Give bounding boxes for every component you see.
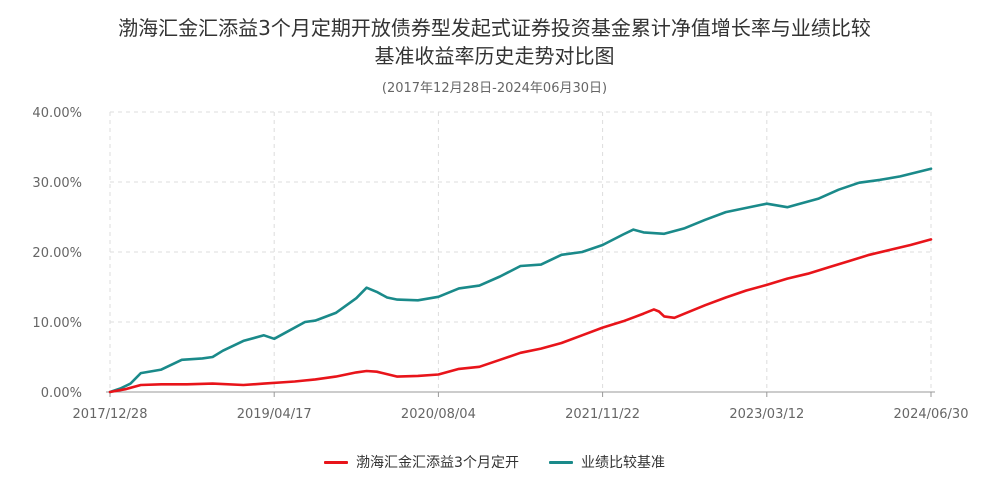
chart-subtitle: (2017年12月28日-2024年06月30日) bbox=[381, 81, 608, 96]
legend-swatch-fund bbox=[324, 460, 349, 464]
chart-title-line2: 基准收益率历史走势对比图 bbox=[374, 44, 615, 68]
x-tick-label: 2020/08/04 bbox=[401, 407, 476, 422]
x-tick-label: 2017/12/28 bbox=[73, 407, 148, 422]
y-tick-label: 0.00% bbox=[41, 386, 82, 401]
y-tick-label: 10.00% bbox=[32, 316, 82, 331]
legend: 渤海汇金汇添益3个月定开 业绩比较基准 bbox=[0, 452, 989, 472]
legend-swatch-benchmark bbox=[548, 460, 573, 464]
x-tick-label: 2023/03/12 bbox=[729, 407, 804, 422]
series-line-fund bbox=[108, 238, 933, 394]
chart-title-line1: 渤海汇金汇添益3个月定期开放债券型发起式证券投资基金累计净值增长率与业绩比较 bbox=[118, 16, 871, 40]
x-tick-label: 2024/06/30 bbox=[894, 407, 969, 422]
x-tick-label: 2019/04/17 bbox=[237, 407, 312, 422]
legend-label-benchmark: 业绩比较基准 bbox=[580, 455, 665, 471]
y-tick-label: 20.00% bbox=[32, 246, 82, 261]
y-tick-label: 40.00% bbox=[32, 106, 82, 121]
series-line-benchmark bbox=[108, 167, 933, 394]
legend-item-benchmark[interactable]: 业绩比较基准 bbox=[548, 452, 665, 472]
legend-item-fund[interactable]: 渤海汇金汇添益3个月定开 bbox=[324, 452, 519, 472]
y-tick-label: 30.00% bbox=[32, 176, 82, 191]
x-tick-label: 2021/11/22 bbox=[565, 407, 640, 422]
legend-label-fund: 渤海汇金汇添益3个月定开 bbox=[356, 455, 519, 471]
